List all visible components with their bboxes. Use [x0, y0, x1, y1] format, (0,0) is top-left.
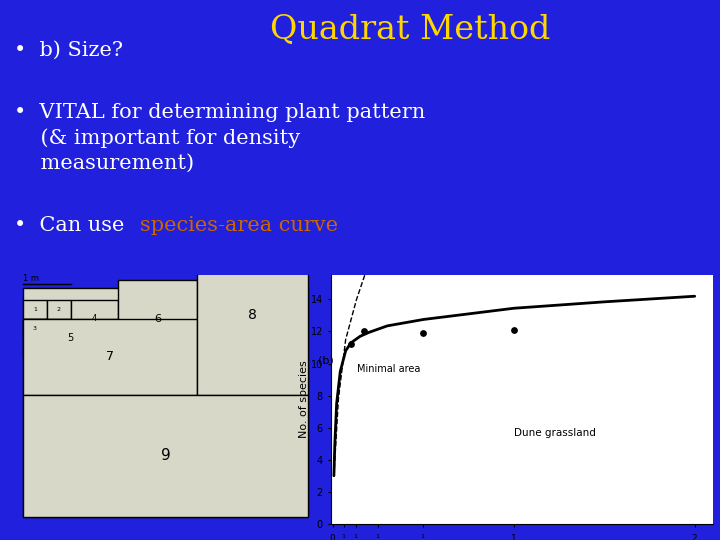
Text: •  Can use: • Can use [14, 216, 132, 235]
Text: (b): (b) [318, 355, 333, 366]
Text: Quadrat Method: Quadrat Method [270, 14, 551, 45]
Bar [23, 395, 308, 516]
Point [358, 327, 369, 336]
Text: Dune grassland: Dune grassland [514, 428, 595, 437]
Point [418, 329, 429, 338]
Bar [23, 300, 47, 319]
Bar [118, 280, 197, 356]
Point [508, 326, 520, 334]
Text: 5: 5 [68, 333, 73, 342]
Bar [23, 319, 118, 356]
Point [346, 340, 357, 349]
Text: 9: 9 [161, 448, 171, 463]
Text: 4: 4 [91, 314, 97, 323]
Text: •  VITAL for determining plant pattern
    (& important for density
    measurem: • VITAL for determining plant pattern (&… [14, 103, 426, 173]
Y-axis label: No. of species: No. of species [299, 361, 309, 438]
Text: 1: 1 [33, 307, 37, 312]
Bar [71, 300, 118, 338]
Text: 1 m: 1 m [23, 274, 39, 283]
Bar [197, 235, 308, 395]
Bar [47, 300, 71, 319]
Text: 6: 6 [154, 314, 161, 323]
Text: 2: 2 [57, 307, 60, 312]
Text: 8: 8 [248, 308, 257, 322]
Bar [23, 319, 197, 395]
Text: •  b) Size?: • b) Size? [14, 40, 123, 59]
Text: species-area curve: species-area curve [140, 216, 338, 235]
Bar [23, 319, 47, 338]
Text: Minimal area: Minimal area [356, 363, 420, 374]
Text: 7: 7 [106, 350, 114, 363]
Text: 3: 3 [33, 326, 37, 330]
